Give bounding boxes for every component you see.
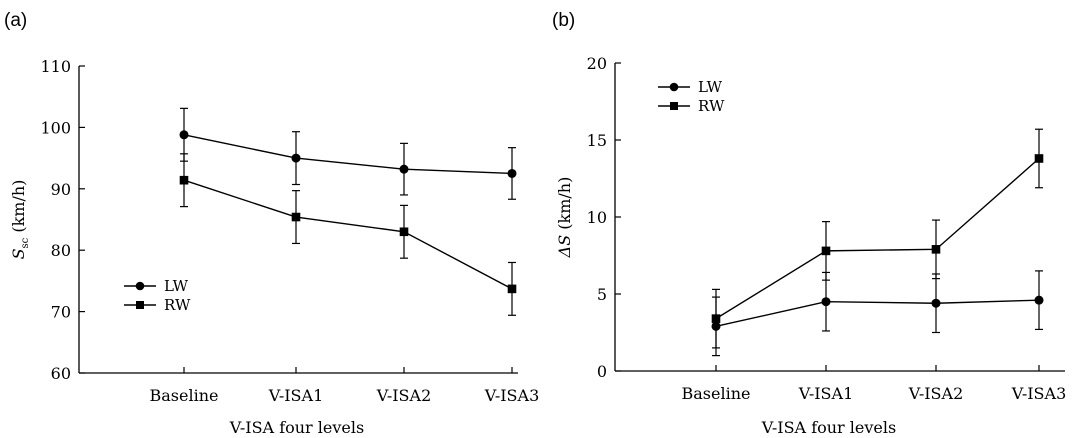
legend-label: LW [164, 277, 189, 295]
y-tick-label: 100 [40, 118, 71, 137]
y-tick-label: 80 [51, 241, 71, 260]
data-point-rw [931, 245, 941, 254]
y-tick-label: 5 [597, 285, 607, 304]
y-axis-title: ΔS (km/h) [555, 177, 574, 259]
legend-marker-circle [135, 281, 145, 291]
y-tick-label: 90 [51, 180, 71, 199]
data-point-rw [399, 227, 409, 237]
x-tick-label: V-ISA3 [484, 386, 540, 405]
x-tick-label: Baseline [150, 386, 219, 405]
legend-marker-circle [669, 82, 679, 92]
series-line-rw [183, 179, 513, 290]
data-point-rw [711, 314, 721, 323]
y-axis-title-variable: S [9, 248, 28, 259]
series-line-rw [715, 157, 1040, 320]
panel-b: (b) 0 5 10 15 20 Baseline V-ISA1 V-ISA2 V-ISA3 V-… [552, 10, 1066, 437]
legend-label: RW [698, 97, 725, 115]
data-point-lw [1034, 295, 1044, 305]
data-point-lw [291, 153, 301, 163]
y-axis-title-variable: ΔS [555, 235, 574, 259]
data-point-lw [821, 297, 831, 307]
y-tick-label: 60 [51, 364, 71, 383]
legend-label: LW [698, 78, 723, 96]
y-tick-label: 15 [587, 131, 607, 150]
data-point-lw [399, 164, 409, 174]
data-point-rw [821, 246, 831, 256]
x-tick-label: V-ISA1 [798, 384, 854, 403]
data-point-lw [931, 298, 941, 308]
y-axis-title: Ssc (km/h) [9, 180, 31, 260]
x-tick-label: Baseline [682, 384, 751, 403]
data-point-lw [507, 168, 517, 178]
panel-a-label: (a) [4, 10, 27, 31]
series-line-lw [183, 134, 513, 175]
x-axis-title: V-ISA four levels [229, 418, 364, 437]
y-axis-title-unit: (km/h) [555, 177, 574, 235]
data-point-rw [1034, 154, 1044, 163]
panel-b-label: (b) [552, 10, 575, 31]
x-tick-label: V-ISA2 [376, 386, 432, 405]
y-tick-label: 10 [587, 208, 607, 227]
y-tick-label: 0 [597, 362, 607, 381]
y-axis-title-subscript: sc [20, 237, 31, 248]
x-tick-label: V-ISA2 [908, 384, 964, 403]
y-tick-label: 110 [40, 57, 71, 76]
data-point-rw [291, 212, 301, 222]
legend-marker-square [670, 102, 678, 110]
y-tick-label: 70 [51, 303, 71, 322]
x-tick-label: V-ISA1 [268, 386, 324, 405]
panel-a: (a) 60 70 80 90 100 110 Baseline V-ISA1 V-ISA2 V-… [4, 10, 539, 437]
legend-marker-square [136, 301, 144, 309]
legend-label: RW [164, 296, 191, 314]
data-point-rw [507, 284, 517, 294]
data-point-lw [179, 130, 189, 140]
series-line-lw [715, 299, 1040, 328]
x-axis-title: V-ISA four levels [761, 418, 896, 437]
x-tick-label: V-ISA3 [1011, 384, 1067, 403]
y-tick-label: 20 [587, 54, 607, 73]
y-axis-title-unit: (km/h) [9, 180, 28, 238]
data-point-rw [179, 175, 189, 185]
